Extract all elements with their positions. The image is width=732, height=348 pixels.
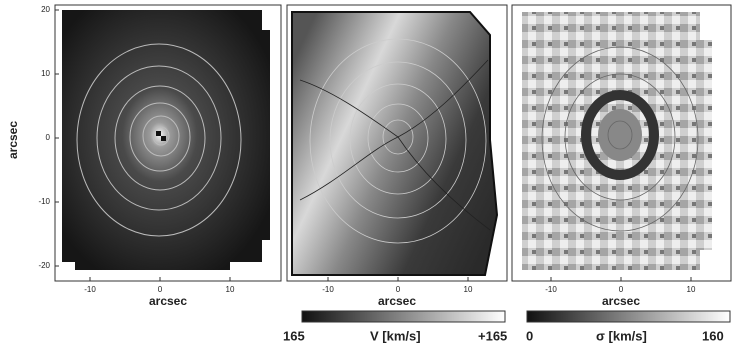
x-tick-label: -10 bbox=[545, 285, 557, 294]
flux-map bbox=[62, 10, 270, 270]
x-tick-label: 0 bbox=[619, 285, 624, 294]
colorbar bbox=[526, 310, 731, 323]
colorbar-min: 0 bbox=[526, 328, 533, 343]
colorbar-label: σ [km/s] bbox=[596, 328, 647, 343]
colorbar-max: +165 bbox=[478, 328, 507, 343]
y-tick-label: 0 bbox=[46, 133, 51, 142]
x-tick-label: -10 bbox=[84, 285, 96, 294]
colorbar-min: 165 bbox=[283, 328, 305, 343]
dispersion-map bbox=[522, 12, 712, 270]
y-axis-label: arcsec bbox=[6, 121, 20, 159]
x-tick-label: 10 bbox=[226, 285, 235, 294]
x-axis-label: arcsec bbox=[602, 294, 640, 308]
y-tick-label: -20 bbox=[38, 261, 50, 270]
x-tick-label: 0 bbox=[158, 285, 163, 294]
x-axis-label: arcsec bbox=[149, 294, 187, 308]
x-tick-label: 10 bbox=[464, 285, 473, 294]
colorbar-max: 160 bbox=[702, 328, 724, 343]
x-axis-label: arcsec bbox=[378, 294, 416, 308]
y-tick-label: 20 bbox=[41, 5, 50, 14]
velocity-map bbox=[291, 11, 499, 276]
y-tick-label: 10 bbox=[41, 69, 50, 78]
x-tick-label: 10 bbox=[687, 285, 696, 294]
x-tick-label: -10 bbox=[322, 285, 334, 294]
x-tick-label: 0 bbox=[396, 285, 401, 294]
colorbar-label: V [km/s] bbox=[370, 328, 421, 343]
colorbar bbox=[301, 310, 506, 323]
y-tick-label: -10 bbox=[38, 197, 50, 206]
